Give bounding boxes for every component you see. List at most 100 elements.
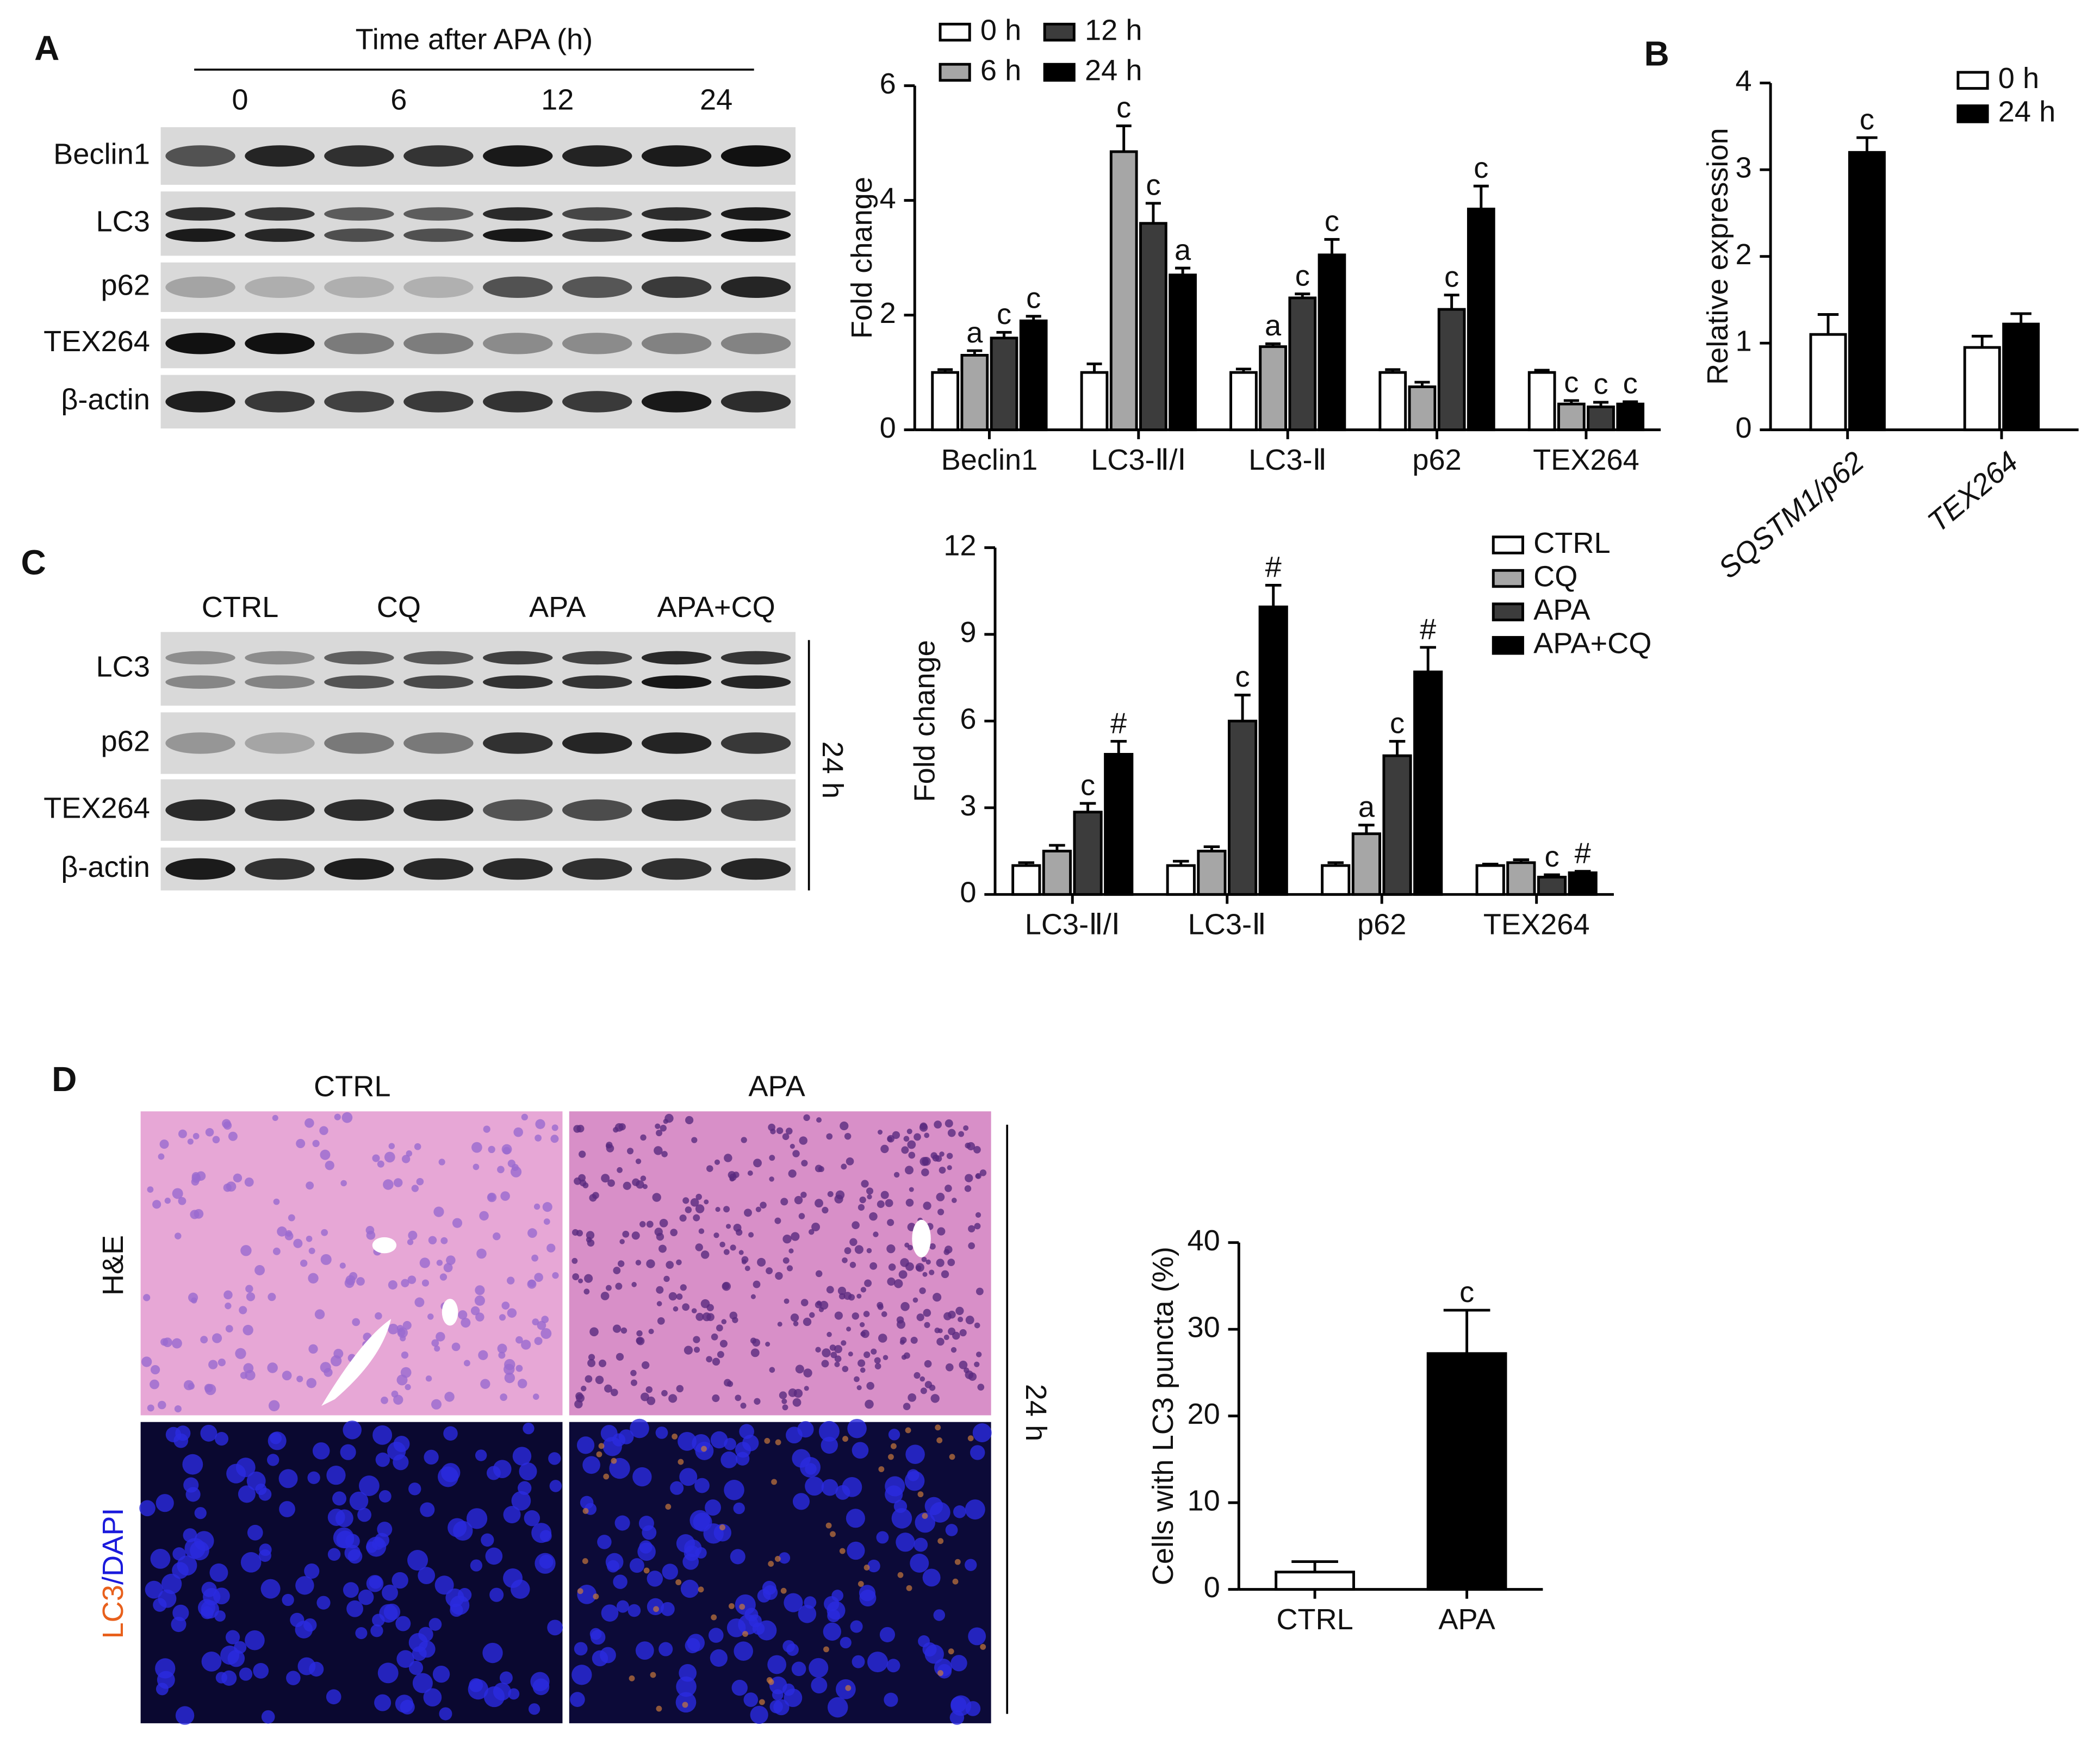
cell-nucleus: [521, 1113, 528, 1121]
cell-nucleus: [535, 1119, 545, 1129]
lc3-puncta: [825, 1522, 832, 1529]
blot-band: [483, 651, 553, 665]
blot-band: [403, 858, 474, 880]
cell-nucleus: [924, 1497, 943, 1516]
cell-nucleus: [401, 1279, 409, 1287]
cell-nucleus: [182, 1454, 203, 1475]
cell-nucleus: [725, 1224, 731, 1229]
bar: [1288, 296, 1317, 432]
cell-nucleus: [782, 1640, 795, 1653]
y-tick-label: 2: [880, 297, 896, 329]
cell-nucleus: [710, 1431, 728, 1449]
lc3-puncta: [842, 1436, 848, 1442]
legend-label: 0 h: [1998, 62, 2039, 95]
lc3-puncta: [719, 1524, 725, 1530]
cell-nucleus: [887, 1136, 893, 1142]
cell-nucleus: [673, 1306, 679, 1312]
lc3-puncta: [650, 1672, 656, 1678]
cell-nucleus: [740, 1403, 747, 1409]
blot-band: [324, 228, 394, 242]
cell-nucleus: [418, 1640, 436, 1658]
cell-nucleus: [414, 1297, 425, 1307]
cell-nucleus: [821, 1436, 838, 1454]
bar: [1382, 754, 1412, 896]
legend-swatch: [1492, 569, 1524, 588]
x-tick-label: SQSTM1/p62: [1712, 445, 1870, 585]
panel-letter: C: [21, 543, 46, 582]
cell-nucleus: [937, 1328, 943, 1334]
vessel: [442, 1299, 458, 1326]
cell-nucleus: [827, 1191, 834, 1197]
cell-nucleus: [504, 1359, 515, 1371]
bar: [1321, 864, 1351, 896]
cell-nucleus: [635, 1641, 654, 1660]
cell-nucleus: [374, 1694, 392, 1711]
lc3-puncta: [935, 1424, 941, 1431]
blot-band: [483, 276, 553, 298]
lane-label: 12: [541, 84, 574, 116]
cell-nucleus: [319, 1126, 328, 1135]
cell-nucleus: [811, 1223, 821, 1231]
significance-mark: c: [1116, 91, 1131, 124]
cell-nucleus: [908, 1151, 916, 1159]
cell-nucleus: [766, 1267, 773, 1275]
cell-nucleus: [466, 1508, 488, 1529]
cell-nucleus: [850, 1620, 863, 1633]
cell-nucleus: [916, 1265, 922, 1271]
cell-nucleus: [792, 1493, 810, 1510]
cell-nucleus: [501, 1301, 510, 1310]
cell-nucleus: [440, 1237, 448, 1244]
cell-nucleus: [958, 1317, 964, 1323]
cell-nucleus: [893, 1279, 903, 1288]
cell-nucleus: [790, 1143, 795, 1149]
lc3-puncta: [897, 1572, 904, 1578]
cell-nucleus: [478, 1350, 488, 1360]
row-label: β-actin: [61, 851, 150, 883]
cell-nucleus: [659, 1218, 668, 1228]
cell-nucleus: [936, 1259, 945, 1267]
cell-nucleus: [200, 1336, 208, 1344]
cell-nucleus: [744, 1608, 759, 1622]
cell-nucleus: [201, 1651, 222, 1672]
cell-nucleus: [656, 1301, 662, 1306]
cell-nucleus: [307, 1471, 320, 1484]
cell-nucleus: [636, 1337, 645, 1345]
cell-nucleus: [618, 1429, 634, 1444]
cell-nucleus: [312, 1442, 330, 1460]
lc3-puncta: [905, 1427, 911, 1434]
cell-nucleus: [489, 1587, 504, 1602]
cell-nucleus: [171, 1617, 187, 1633]
row-label: Beclin1: [53, 138, 150, 170]
cell-nucleus: [876, 1531, 889, 1544]
cell-nucleus: [710, 1649, 728, 1667]
cell-nucleus: [632, 1178, 640, 1186]
cell-nucleus: [510, 1579, 530, 1599]
cell-nucleus: [234, 1641, 247, 1654]
lc3-puncta: [775, 1439, 781, 1446]
cell-nucleus: [324, 1368, 333, 1377]
cell-nucleus: [859, 1322, 865, 1328]
blot-band: [562, 391, 632, 413]
x-tick-label: CTRL: [1276, 1603, 1353, 1636]
cell-nucleus: [680, 1579, 699, 1598]
cell-nucleus: [145, 1580, 163, 1599]
cell-nucleus: [654, 1146, 663, 1155]
cell-nucleus: [258, 1549, 271, 1562]
cell-nucleus: [503, 1506, 521, 1524]
cell-nucleus: [663, 1118, 669, 1124]
cell-nucleus: [226, 1463, 246, 1484]
cell-nucleus: [910, 1553, 929, 1573]
stain-lc3: LC3: [97, 1585, 129, 1639]
significance-mark: c: [1544, 840, 1559, 873]
cell-nucleus: [600, 1647, 616, 1664]
cell-nucleus: [661, 1602, 675, 1616]
cell-nucleus: [446, 1255, 456, 1265]
cell-nucleus: [880, 1191, 889, 1199]
cell-nucleus: [892, 1131, 900, 1139]
cell-nucleus: [631, 1231, 640, 1240]
cell-nucleus: [757, 1257, 766, 1267]
cell-nucleus: [152, 1200, 161, 1209]
cell-nucleus: [822, 1206, 829, 1214]
cell-nucleus: [395, 1616, 411, 1631]
cell-nucleus: [798, 1213, 805, 1219]
